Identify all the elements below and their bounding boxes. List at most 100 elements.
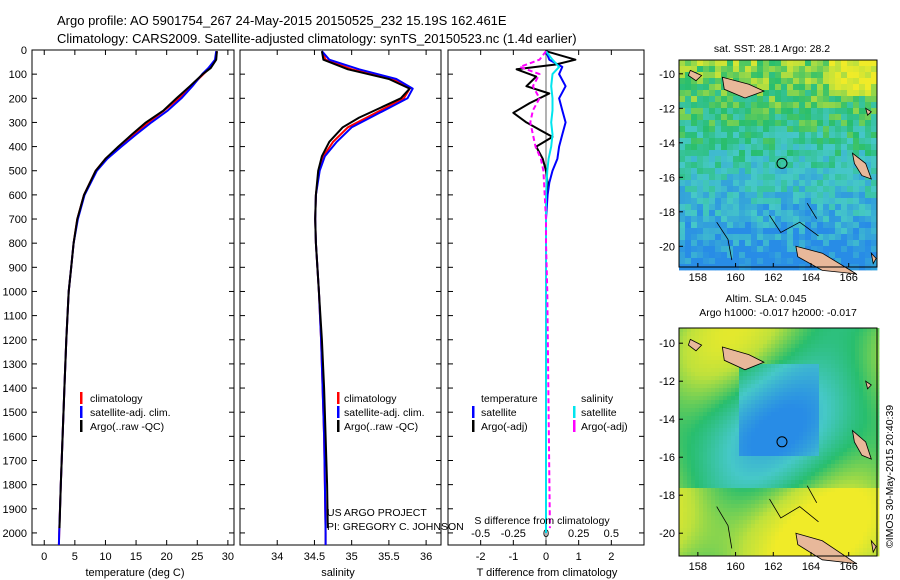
map-cell [683, 532, 688, 537]
map-cell [851, 428, 856, 433]
map-cell [703, 352, 708, 357]
map-cell [721, 96, 728, 103]
map-cell [759, 480, 764, 485]
map-cell [795, 348, 800, 353]
map-cell [847, 108, 854, 115]
map-cell [767, 552, 772, 557]
map-cell [843, 332, 848, 337]
map-cell [855, 516, 860, 521]
map-cell [859, 328, 864, 333]
map-cell [695, 480, 700, 485]
map-cell [715, 480, 720, 485]
map-cell [843, 468, 848, 473]
map-cell [703, 472, 708, 477]
map-cell [767, 344, 772, 349]
map-cell [699, 380, 704, 385]
map-cell [687, 376, 692, 381]
map-cell [743, 532, 748, 537]
map-cell [727, 548, 732, 553]
map-cell [739, 348, 744, 353]
map-cell [787, 384, 792, 389]
map-cell [699, 372, 704, 377]
map-cell [739, 156, 746, 163]
map-cell [829, 246, 836, 253]
map-cell [767, 532, 772, 537]
map-cell [767, 336, 772, 341]
map-cell [763, 102, 770, 109]
map-cell [835, 520, 840, 525]
map-cell [807, 492, 812, 497]
map-cell [853, 216, 860, 223]
map-cell [771, 424, 776, 429]
map-cell [815, 444, 820, 449]
map-cell [779, 336, 784, 341]
map-cell [853, 90, 860, 97]
map-cell [731, 424, 736, 429]
map-cell [683, 476, 688, 481]
map-cell [715, 344, 720, 349]
map-cell [843, 368, 848, 373]
map-cell [711, 336, 716, 341]
map-cell [711, 408, 716, 413]
map-cell [687, 452, 692, 457]
map-cell [707, 516, 712, 521]
map-cell [831, 472, 836, 477]
map-cell [835, 246, 842, 253]
map-cell [867, 480, 872, 485]
map-cell [781, 210, 788, 217]
map-cell [853, 108, 860, 115]
map-cell [793, 174, 800, 181]
map-cell [815, 440, 820, 445]
map-cell [685, 78, 692, 85]
map-cell [819, 440, 824, 445]
map-cell [795, 432, 800, 437]
map-cell [855, 412, 860, 417]
map-cell [771, 492, 776, 497]
map-cell [711, 372, 716, 377]
map-cell [747, 544, 752, 549]
map-cell [787, 524, 792, 529]
map-cell [867, 492, 872, 497]
map-cell [679, 252, 686, 259]
map-cell [863, 480, 868, 485]
map-cell [751, 120, 758, 127]
map-cell [865, 162, 872, 169]
map-cell [715, 156, 722, 163]
map-cell [727, 234, 734, 241]
map-cell [803, 432, 808, 437]
map-cell [769, 204, 776, 211]
map-cell [841, 258, 848, 265]
map-cell [839, 460, 844, 465]
map-cell [703, 428, 708, 433]
map-cell [739, 388, 744, 393]
map-cell [851, 500, 856, 505]
map-cell [733, 228, 740, 235]
map-cell [779, 368, 784, 373]
map-cell [863, 520, 868, 525]
map-cell [787, 472, 792, 477]
map-cell [731, 500, 736, 505]
map-cell [695, 432, 700, 437]
map-cell [827, 432, 832, 437]
map-cell [791, 432, 796, 437]
map-cell [795, 464, 800, 469]
map-cell [817, 216, 824, 223]
map-cell [851, 488, 856, 493]
map-cell [679, 444, 684, 449]
map-cell [757, 162, 764, 169]
map-cell [751, 528, 756, 533]
map-cell [707, 408, 712, 413]
map-cell [805, 180, 812, 187]
map-cell [793, 132, 800, 139]
map-cell [859, 344, 864, 349]
map-cell [763, 480, 768, 485]
map-cell [805, 150, 812, 157]
map-cell [719, 408, 724, 413]
map-cell [835, 444, 840, 449]
map-cell [711, 356, 716, 361]
map-cell [827, 528, 832, 533]
island [687, 338, 703, 352]
map-cell [709, 78, 716, 85]
map-cell [839, 432, 844, 437]
map-cell [743, 464, 748, 469]
